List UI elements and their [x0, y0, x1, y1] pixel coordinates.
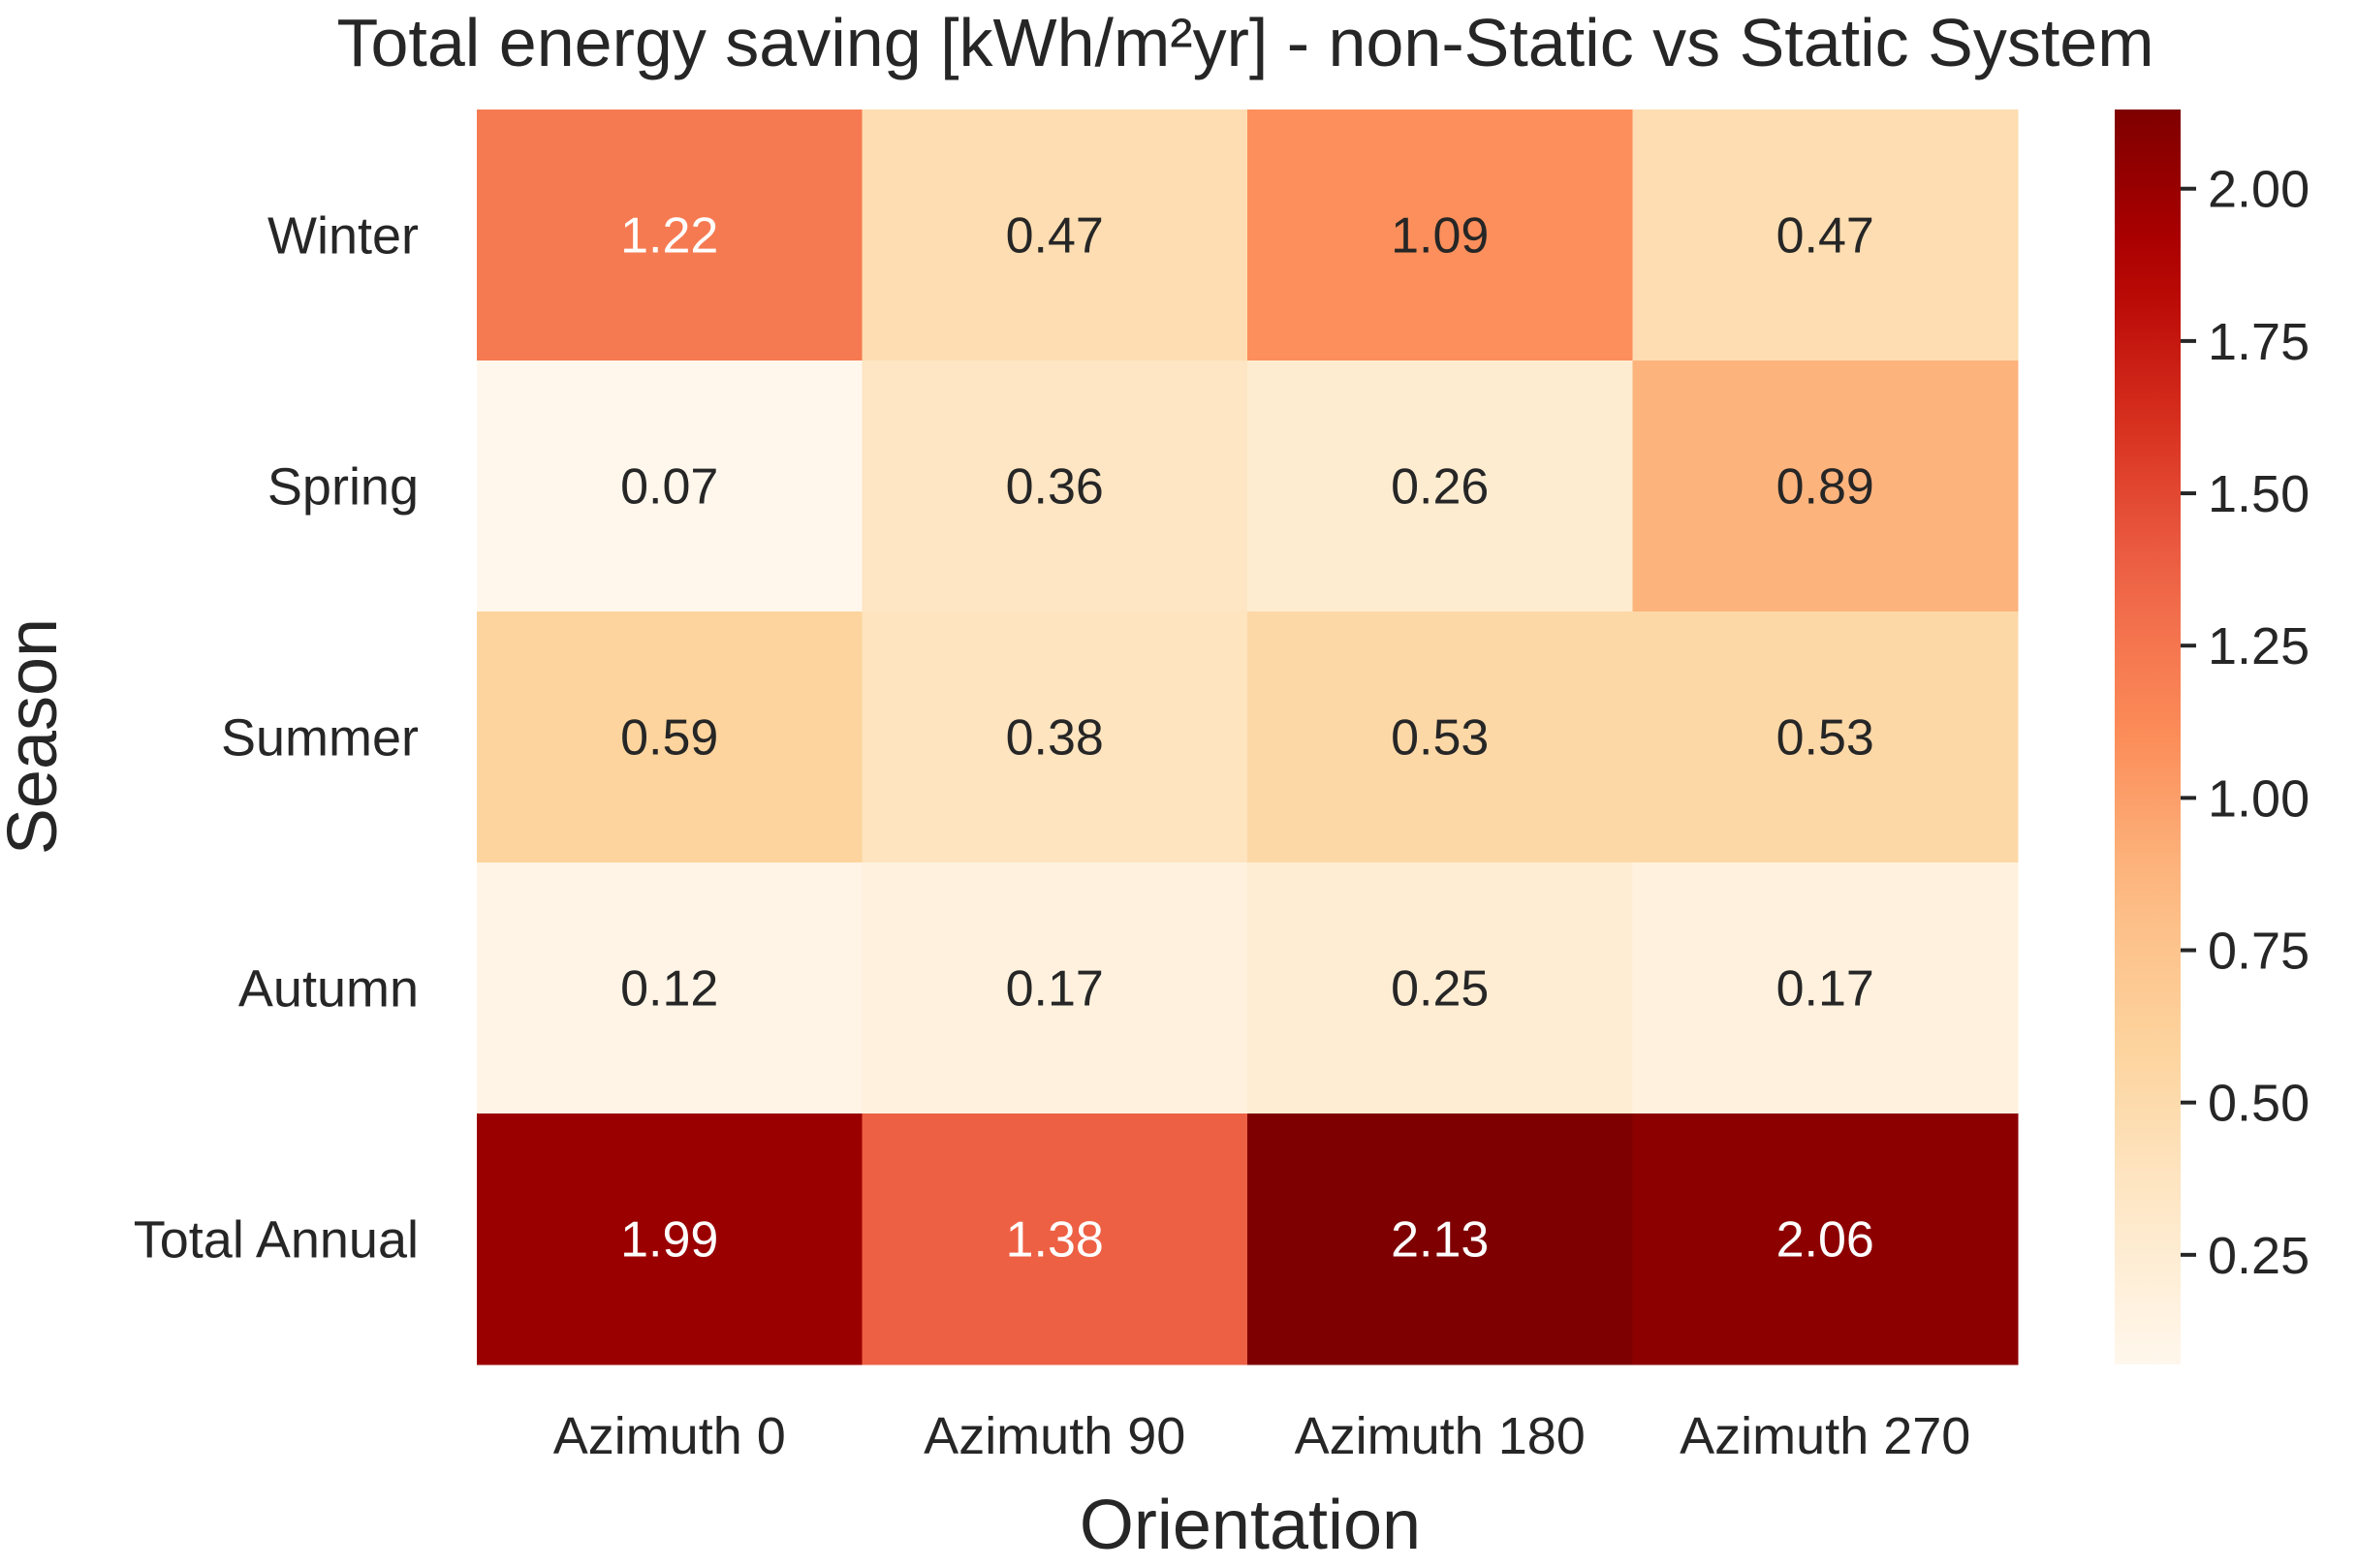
- colorbar-tick-label: 0.75: [2208, 923, 2310, 981]
- heatmap-cell: [477, 110, 863, 361]
- colorbar: [2115, 110, 2181, 1364]
- colorbar-tick-label: 1.00: [2208, 769, 2310, 828]
- orientation-tick-label: Azimuth 90: [924, 1407, 1185, 1465]
- cell-value-label: 0.38: [1006, 710, 1104, 767]
- cell-value-label: 0.12: [620, 961, 718, 1018]
- heatmap-cells: [477, 110, 2019, 1365]
- cell-value-label: 0.36: [1006, 459, 1104, 516]
- heatmap-cell: [862, 1113, 1248, 1365]
- season-tick-label: Spring: [267, 458, 419, 517]
- cell-value-label: 0.89: [1776, 459, 1874, 516]
- orientation-tick-label: Azimuth 0: [553, 1407, 786, 1465]
- orientation-tick-labels: Azimuth 0 Azimuth 90 Azimuth 180 Azimuth 27…: [553, 1407, 1971, 1465]
- cell-value-label: 0.47: [1776, 208, 1874, 265]
- season-tick-label: Summer: [221, 709, 419, 768]
- cell-value-label: 0.25: [1391, 961, 1489, 1018]
- heatmap-cell: [1632, 110, 2019, 361]
- heatmap-cell: [477, 361, 863, 612]
- heatmap-cell: [1247, 612, 1633, 863]
- x-axis-label: Orientation: [1080, 1487, 1421, 1564]
- season-tick-label: Autumn: [238, 960, 419, 1019]
- cell-value-label: 2.13: [1391, 1212, 1489, 1269]
- heatmap-cell: [1632, 612, 2019, 863]
- cell-value-label: 0.53: [1776, 710, 1874, 767]
- cell-value-label: 0.17: [1006, 961, 1104, 1018]
- cell-value-label: 0.17: [1776, 961, 1874, 1018]
- cell-value-label: 0.26: [1391, 459, 1489, 516]
- cell-value-label: 0.07: [620, 459, 718, 516]
- cell-value-label: 1.99: [620, 1212, 718, 1269]
- season-tick-labels: Winter Spring Summer Autumn Total Annual: [134, 207, 419, 1270]
- colorbar-tick-label: 1.75: [2208, 313, 2310, 371]
- orientation-tick-label: Azimuth 270: [1680, 1407, 1970, 1465]
- chart-title: Total energy saving [kWh/m²yr] - non-Sta…: [336, 5, 2153, 80]
- heatmap-cell: [477, 612, 863, 863]
- cell-value-label: 1.38: [1006, 1212, 1104, 1269]
- cell-value-labels: 1.22 0.47 1.09 0.47 0.07 0.36 0.26 0.89 0.59 0.38…: [620, 208, 1874, 1269]
- heatmap-cell: [477, 862, 863, 1114]
- heatmap-cell: [862, 361, 1248, 612]
- colorbar-tick-label: 1.50: [2208, 465, 2310, 523]
- heatmap-cell: [1632, 1113, 2019, 1365]
- colorbar-tick-label: 2.00: [2208, 161, 2310, 219]
- colorbar-tick-label: 1.25: [2208, 617, 2310, 675]
- heatmap-cell: [1632, 361, 2019, 612]
- heatmap-cell: [862, 862, 1248, 1114]
- colorbar-tick-label: 0.50: [2208, 1075, 2310, 1133]
- cell-value-label: 0.47: [1006, 208, 1104, 265]
- cell-value-label: 1.22: [620, 208, 718, 265]
- cell-value-label: 0.53: [1391, 710, 1489, 767]
- heatmap-cell: [1247, 1113, 1633, 1365]
- cell-value-label: 0.59: [620, 710, 718, 767]
- orientation-tick-label: Azimuth 180: [1295, 1407, 1586, 1465]
- heatmap-cell: [1247, 361, 1633, 612]
- heatmap-cell: [477, 1113, 863, 1365]
- heatmap-cell: [1632, 862, 2019, 1114]
- heatmap-cell: [1247, 862, 1633, 1114]
- cell-value-label: 2.06: [1776, 1212, 1874, 1269]
- heatmap-cell: [862, 612, 1248, 863]
- cell-value-label: 1.09: [1391, 208, 1489, 265]
- colorbar-ticks: 0.25 0.50 0.75 1.00 1.25 1.50 1.75 2.00: [2181, 161, 2310, 1285]
- colorbar-tick-label: 0.25: [2208, 1227, 2310, 1285]
- season-tick-label: Winter: [267, 207, 419, 266]
- y-axis-label: Season: [0, 618, 72, 855]
- season-tick-label: Total Annual: [134, 1211, 419, 1270]
- heatmap-cell: [1247, 110, 1633, 361]
- heatmap-cell: [862, 110, 1248, 361]
